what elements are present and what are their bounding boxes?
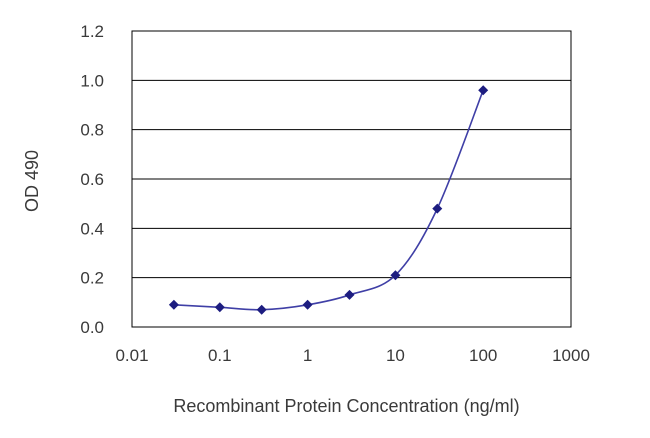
y-tick-label: 1.0: [80, 71, 104, 90]
data-point-marker: [478, 85, 489, 96]
x-tick-label: 0.01: [115, 346, 148, 365]
x-tick-labels: 0.01 0.1 1 10 100 1000: [115, 346, 589, 365]
x-tick-label: 1000: [552, 346, 590, 365]
data-point-marker: [214, 302, 225, 313]
y-tick-label: 0.8: [80, 121, 104, 140]
data-point-marker: [390, 270, 401, 281]
x-tick-label: 0.1: [208, 346, 232, 365]
y-tick-label: 0.4: [80, 219, 104, 238]
x-tick-label: 10: [386, 346, 405, 365]
x-tick-label: 1: [303, 346, 312, 365]
y-tick-label: 0.0: [80, 318, 104, 337]
grid-lines: [132, 79, 571, 279]
series-curve: [173, 89, 484, 311]
y-tick-label: 0.6: [80, 170, 104, 189]
series-markers: [168, 85, 489, 315]
y-tick-labels: 0.0 0.2 0.4 0.6 0.8 1.0 1.2: [80, 22, 104, 337]
y-tick-label: 1.2: [80, 22, 104, 41]
x-axis-title: Recombinant Protein Concentration (ng/ml…: [173, 396, 519, 416]
y-tick-label: 0.2: [80, 269, 104, 288]
x-tick-label: 100: [469, 346, 497, 365]
data-point-marker: [302, 299, 313, 310]
data-point-marker: [344, 289, 355, 300]
data-point-marker: [432, 203, 443, 214]
data-point-marker: [168, 299, 179, 310]
data-point-marker: [256, 304, 267, 315]
y-axis-title: OD 490: [22, 150, 42, 212]
series-line: [173, 89, 484, 311]
